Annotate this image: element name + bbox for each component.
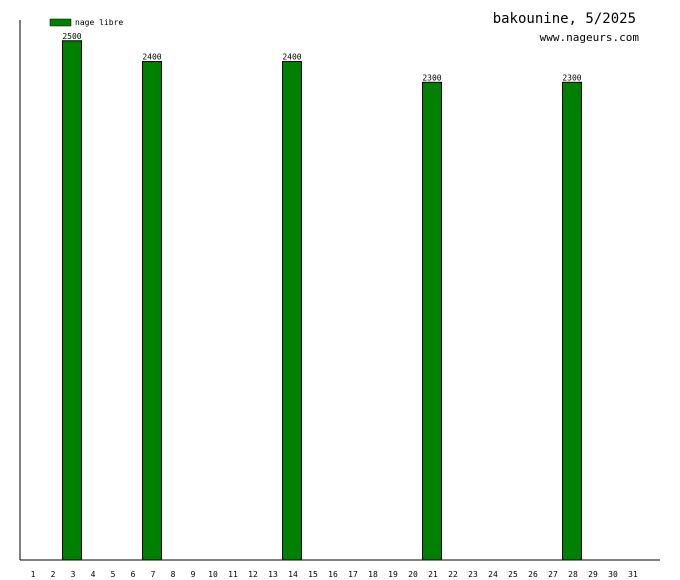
x-tick-label: 19 bbox=[388, 570, 398, 579]
x-tick-label: 3 bbox=[71, 570, 76, 579]
x-tick-label: 18 bbox=[368, 570, 378, 579]
chart-subtitle: www.nageurs.com bbox=[540, 31, 640, 44]
x-tick-label: 1 bbox=[31, 570, 36, 579]
x-tick-label: 2 bbox=[51, 570, 56, 579]
x-tick-label: 11 bbox=[228, 570, 238, 579]
x-tick-label: 26 bbox=[528, 570, 538, 579]
x-tick-label: 14 bbox=[288, 570, 298, 579]
bar-value-label: 2400 bbox=[142, 53, 161, 62]
bar-value-label: 2500 bbox=[62, 32, 81, 41]
x-tick-label: 21 bbox=[428, 570, 438, 579]
legend: nage libre bbox=[49, 18, 123, 27]
x-tick-label: 25 bbox=[508, 570, 518, 579]
x-tick-label: 24 bbox=[488, 570, 498, 579]
x-tick-label: 30 bbox=[608, 570, 618, 579]
x-tick-label: 7 bbox=[151, 570, 156, 579]
x-tick-label: 9 bbox=[191, 570, 196, 579]
x-tick-label: 17 bbox=[348, 570, 358, 579]
bar-value-label: 2400 bbox=[282, 53, 301, 62]
x-tick-label: 28 bbox=[568, 570, 578, 579]
x-tick-label: 6 bbox=[131, 570, 136, 579]
x-tick-label: 27 bbox=[548, 570, 558, 579]
x-tick-label: 10 bbox=[208, 570, 218, 579]
x-tick-label: 5 bbox=[111, 570, 116, 579]
chart-title: bakounine, 5/2025 bbox=[493, 11, 636, 27]
legend-label: nage libre bbox=[75, 18, 123, 27]
bar-value-label: 2300 bbox=[422, 73, 441, 82]
bar bbox=[562, 81, 582, 561]
legend-swatch bbox=[49, 18, 72, 27]
bar bbox=[282, 61, 302, 561]
x-tick-label: 20 bbox=[408, 570, 418, 579]
x-tick-label: 8 bbox=[171, 570, 176, 579]
x-tick-label: 15 bbox=[308, 570, 318, 579]
x-tick-label: 4 bbox=[91, 570, 96, 579]
bar bbox=[422, 81, 442, 561]
x-tick-label: 13 bbox=[268, 570, 278, 579]
bars-group bbox=[62, 40, 582, 561]
bar-value-label: 2300 bbox=[562, 73, 581, 82]
bar bbox=[62, 40, 82, 561]
value-labels-group: 2500 2400 2400 2300 2300 bbox=[62, 32, 581, 83]
x-tick-label: 12 bbox=[248, 570, 258, 579]
bar bbox=[142, 61, 162, 561]
x-tick-label: 23 bbox=[468, 570, 478, 579]
x-tick-labels-group: 1 2 3 4 5 6 7 8 9 10 11 12 13 14 15 16 17 18 19 20 21 22 23 24 2… bbox=[31, 570, 638, 579]
x-tick-label: 16 bbox=[328, 570, 338, 579]
x-tick-label: 22 bbox=[448, 570, 458, 579]
x-tick-label: 29 bbox=[588, 570, 598, 579]
x-tick-label: 31 bbox=[628, 570, 638, 579]
